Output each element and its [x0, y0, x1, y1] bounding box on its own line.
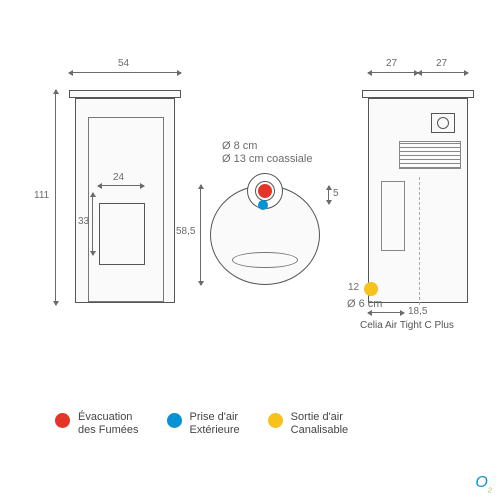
front-cap — [69, 90, 181, 98]
dim-front-height-label: 111 — [34, 190, 49, 201]
dim-window-w-label: 24 — [113, 172, 124, 183]
legend-red-text: Évacuation des Fumées — [78, 411, 139, 439]
front-window — [99, 203, 145, 265]
model-label: Celia Air Tight C Plus — [360, 320, 454, 331]
rear-grille — [399, 141, 461, 169]
dim-window-h — [92, 193, 93, 255]
top-outer-d: Ø 13 cm coassiale — [222, 153, 312, 165]
canalisable-port-yellow — [364, 282, 378, 296]
dim-rear-half-r-label: 27 — [436, 58, 447, 69]
rear-air-d: Ø 6 cm — [347, 298, 382, 310]
legend-blue-dot — [167, 413, 182, 428]
legend-yellow-dot — [268, 413, 283, 428]
rear-centerline — [419, 177, 420, 305]
top-plan — [210, 170, 320, 285]
dim-window-w — [98, 185, 144, 186]
front-door-frame — [88, 117, 164, 302]
dim-rear-half-r — [418, 72, 468, 73]
legend-yellow: Sortie d'air Canalisable — [268, 411, 348, 439]
top-inner-d: Ø 8 cm — [222, 140, 257, 152]
front-body — [75, 98, 175, 303]
rear-flue-circle — [437, 117, 449, 129]
air-port-blue — [258, 200, 268, 210]
rear-body — [368, 98, 468, 303]
dim-front-width — [69, 72, 181, 73]
legend-red: Évacuation des Fumées — [55, 411, 139, 439]
watermark-logo: O₂ — [475, 474, 492, 494]
tech-drawing-canvas: 54 111 24 33 Ø 8 cm Ø 13 cm coassiale 58… — [0, 0, 500, 500]
dim-rear-half-l — [368, 72, 418, 73]
legend-blue: Prise d'air Extérieure — [167, 411, 240, 439]
dim-top-offset — [328, 186, 329, 204]
rear-cap — [362, 90, 474, 98]
dim-front-height — [55, 90, 56, 305]
dim-rear-air-h — [368, 312, 404, 313]
legend-blue-text: Prise d'air Extérieure — [190, 411, 240, 439]
legend-yellow-text: Sortie d'air Canalisable — [291, 411, 348, 439]
dim-top-offset-label: 5 — [333, 188, 339, 199]
legend-red-dot — [55, 413, 70, 428]
dim-rear-half-l-label: 27 — [386, 58, 397, 69]
dim-front-width-label: 54 — [118, 58, 129, 69]
front-elevation — [75, 90, 175, 305]
dim-top-depth — [200, 185, 201, 285]
flue-port-red — [258, 184, 272, 198]
dim-top-depth-label: 58,5 — [176, 226, 195, 237]
dim-window-h-label: 33 — [78, 216, 89, 227]
legend: Évacuation des Fumées Prise d'air Extéri… — [55, 411, 348, 439]
rear-access-panel — [381, 181, 405, 251]
top-front-ledge — [232, 252, 298, 268]
rear-elevation — [368, 90, 468, 305]
rear-air-h: 18,5 — [408, 306, 427, 317]
rear-air-v: 12 — [348, 282, 359, 293]
